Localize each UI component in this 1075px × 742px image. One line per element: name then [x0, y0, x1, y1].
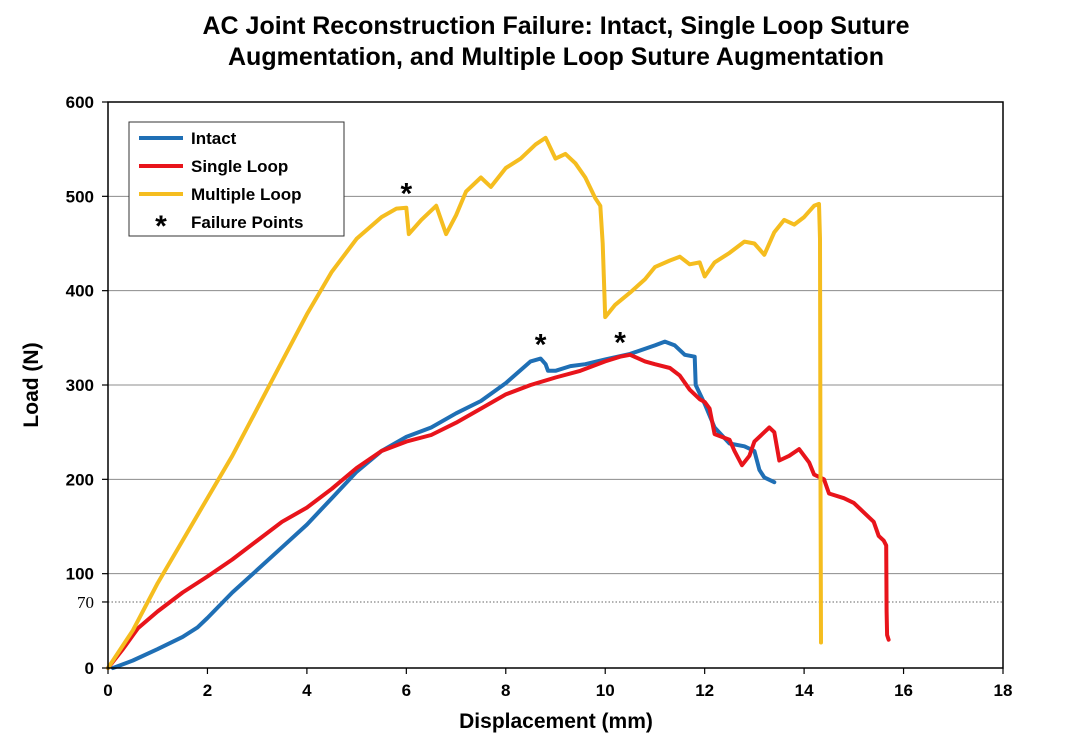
y-tick-label-100: 100 — [66, 565, 94, 584]
series-line-single-loop — [106, 352, 891, 670]
x-tick-label-14: 14 — [795, 681, 814, 700]
y-tick-label-70: 70 — [77, 593, 94, 612]
failure-point-marker-2: * — [535, 329, 547, 362]
legend: Intact Single Loop Multiple Loop * Failure P… — [128, 121, 345, 243]
x-tick-label-12: 12 — [695, 681, 714, 700]
x-tick-label-6: 6 — [402, 681, 411, 700]
legend-label-single-loop: Single Loop — [191, 157, 288, 176]
failure-point-markers: * * * — [400, 178, 626, 362]
failure-point-marker-3: * — [614, 327, 626, 360]
x-tick-label-2: 2 — [203, 681, 212, 700]
chart-title-line-2: Augmentation, and Multiple Loop Suture A… — [228, 43, 884, 71]
x-tick-label-10: 10 — [596, 681, 615, 700]
legend-label-failure-points: Failure Points — [191, 213, 303, 232]
y-tick-label-300: 300 — [66, 376, 94, 395]
y-tick-label-600: 600 — [66, 93, 94, 112]
legend-swatch-failure-points: * — [155, 210, 167, 243]
x-tick-label-16: 16 — [894, 681, 913, 700]
x-tick-label-18: 18 — [994, 681, 1013, 700]
legend-label-intact: Intact — [191, 129, 237, 148]
y-tick-label-500: 500 — [66, 187, 94, 206]
chart-title: AC Joint Reconstruction Failure: Intact,… — [203, 12, 910, 71]
gridlines — [108, 195, 1003, 603]
y-tick-label-400: 400 — [66, 282, 94, 301]
series-line-multiple-loop — [106, 135, 823, 670]
legend-label-multiple-loop: Multiple Loop — [191, 185, 301, 204]
chart-title-line-1: AC Joint Reconstruction Failure: Intact,… — [203, 12, 910, 40]
y-tick-label-200: 200 — [66, 470, 94, 489]
y-tick-label-0: 0 — [85, 659, 94, 678]
x-axis-label: Displacement (mm) — [459, 710, 653, 733]
failure-point-marker-1: * — [400, 178, 412, 211]
legend-box — [128, 121, 345, 237]
x-tick-label-0: 0 — [103, 681, 112, 700]
y-axis-label: Load (N) — [20, 342, 43, 427]
x-tick-label-4: 4 — [302, 681, 312, 700]
series-line-intact — [111, 339, 777, 670]
series-lines — [106, 135, 891, 670]
x-tick-label-8: 8 — [501, 681, 510, 700]
